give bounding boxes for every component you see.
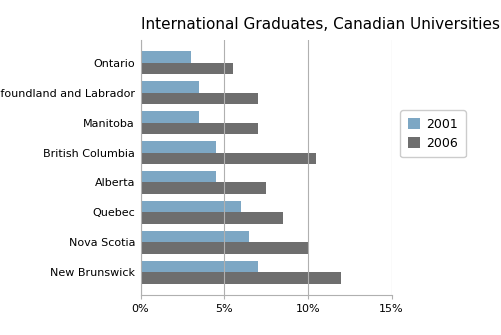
- Bar: [140, 201, 240, 212]
- Bar: [140, 231, 249, 243]
- Bar: [140, 81, 199, 92]
- Bar: [140, 171, 215, 183]
- Bar: [140, 111, 199, 123]
- Bar: [140, 92, 257, 104]
- Bar: [140, 51, 190, 63]
- Bar: [140, 123, 257, 134]
- Legend: 2001, 2006: 2001, 2006: [399, 110, 465, 157]
- Bar: [140, 272, 341, 284]
- Bar: [140, 152, 316, 164]
- Bar: [140, 141, 215, 152]
- Bar: [140, 63, 232, 74]
- Bar: [140, 261, 257, 272]
- Bar: [140, 183, 266, 194]
- Bar: [140, 212, 282, 224]
- Bar: [140, 243, 307, 254]
- Text: International Graduates, Canadian Universities, 2001 & 2006: International Graduates, Canadian Univer…: [140, 17, 501, 32]
